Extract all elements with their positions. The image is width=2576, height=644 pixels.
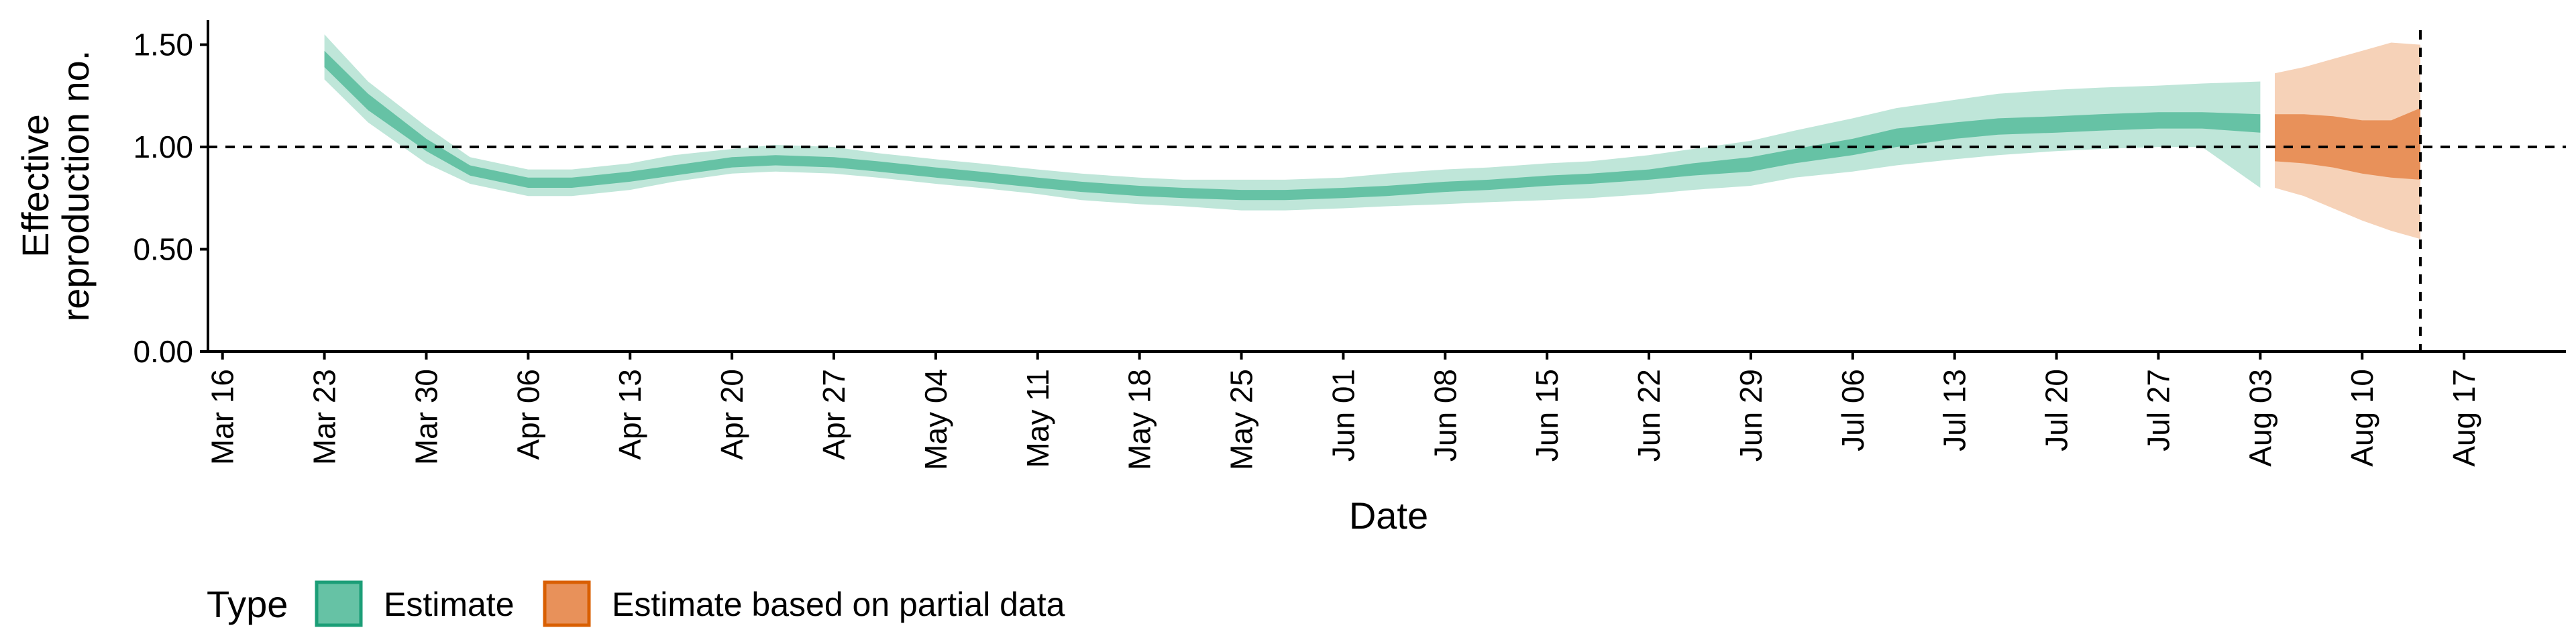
legend-label: Estimate based on partial data <box>612 586 1065 623</box>
estimate-bands <box>324 34 2420 239</box>
x-tick-label: Jul 13 <box>1937 369 1972 451</box>
x-tick-label: Apr 20 <box>714 369 749 460</box>
y-axis-title-line: reproduction no. <box>54 50 97 322</box>
x-tick-label: May 25 <box>1224 369 1259 470</box>
y-tick-label: 1.50 <box>133 28 193 62</box>
x-axis-title: Date <box>1349 494 1428 537</box>
x-tick-label: Jul 27 <box>2141 369 2176 451</box>
x-tick-label: Jun 22 <box>1631 369 1666 462</box>
legend-key-partial <box>543 580 591 627</box>
y-axis-title-line: Effective <box>14 114 56 258</box>
x-tick-label: Mar 30 <box>409 369 444 465</box>
x-tick-label: Jul 20 <box>2039 369 2074 451</box>
y-tick-label: 0.50 <box>133 232 193 267</box>
axes: 0.00 0.50 1.00 1.50 Mar 16 Mar 23 Mar 30 Apr 06… <box>133 20 2566 470</box>
reference-lines <box>208 30 2566 352</box>
x-tick-label: Aug 03 <box>2243 369 2277 467</box>
x-tick-label: Jul 06 <box>1835 369 1870 451</box>
x-tick-label: Jun 29 <box>1733 369 1768 462</box>
x-tick-label: Mar 23 <box>307 369 342 465</box>
x-tick-label: Jun 08 <box>1428 369 1462 462</box>
x-tick-label: Apr 27 <box>816 369 851 460</box>
legend-label: Estimate <box>384 586 515 623</box>
x-tick-label: Mar 16 <box>205 369 240 465</box>
y-tick-label: 0.00 <box>133 334 193 369</box>
x-tick-label: Jun 01 <box>1326 369 1360 462</box>
x-tick-label: May 18 <box>1122 369 1157 470</box>
x-tick-label: May 04 <box>918 369 953 470</box>
x-tick-label: Aug 17 <box>2447 369 2481 467</box>
legend-key-estimate <box>315 580 363 627</box>
y-tick-label: 1.00 <box>133 129 193 164</box>
x-tick-label: May 11 <box>1020 369 1055 468</box>
legend-title: Type <box>207 583 288 625</box>
estimate-band-50 <box>324 50 2261 201</box>
x-tick-label: Jun 15 <box>1529 369 1564 462</box>
legend: Type Estimate Estimate based on partial da… <box>207 580 1065 627</box>
x-tick-label: Apr 06 <box>511 369 545 460</box>
x-tick-label: Apr 13 <box>612 369 647 460</box>
partial-band-50 <box>2275 108 2420 180</box>
x-tick-label: Aug 10 <box>2345 369 2379 467</box>
